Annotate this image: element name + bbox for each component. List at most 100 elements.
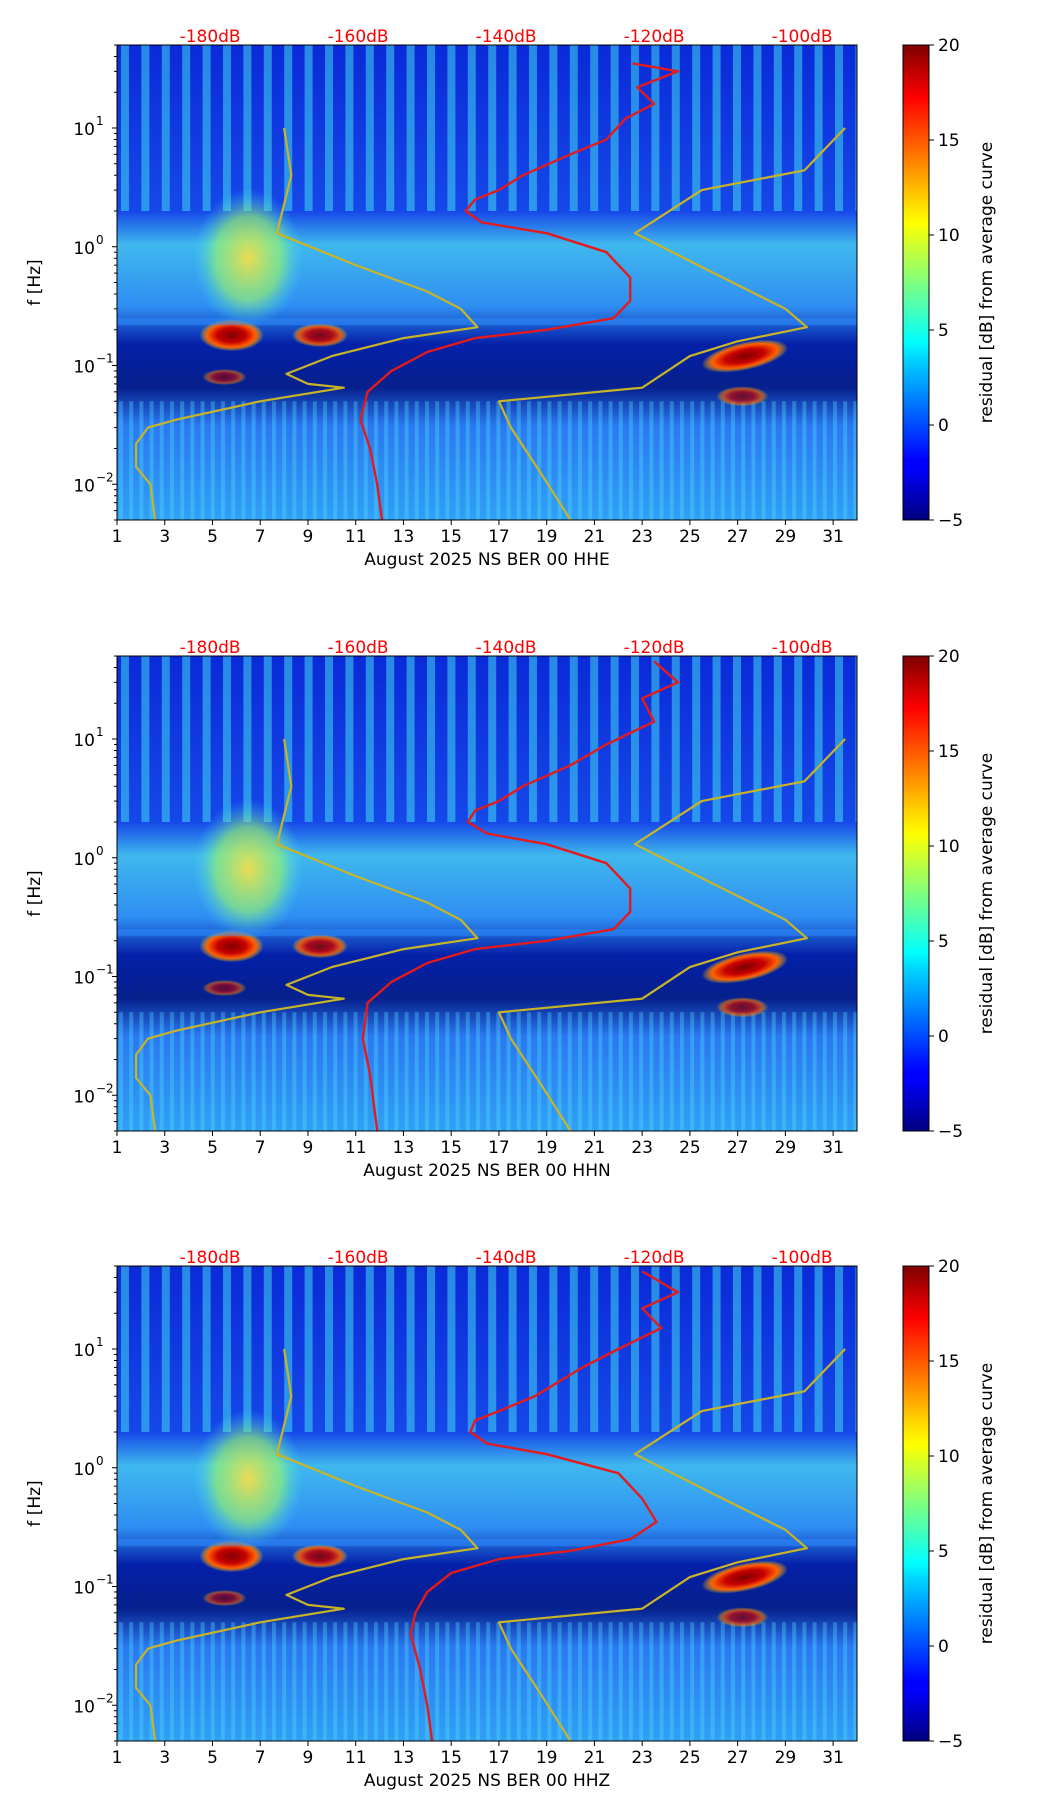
colorbar-label: residual [dB] from average curve — [977, 1363, 997, 1644]
daily-stripes-high — [117, 656, 857, 823]
y-tick-label: 10 — [73, 1579, 95, 1599]
x-tick-label: 23 — [631, 1138, 653, 1158]
microseism-band — [117, 1539, 857, 1547]
storm-energy-blob — [193, 799, 304, 940]
y-tick-label: 10 — [73, 239, 95, 259]
x-tick-label: 25 — [679, 527, 701, 547]
y-tick-exponent: −1 — [96, 963, 114, 977]
daily-stripes-low — [117, 1622, 857, 1741]
storm-peak-5 — [716, 997, 769, 1018]
x-tick-label: 5 — [207, 1748, 218, 1768]
x-tick-label: 29 — [775, 527, 797, 547]
x-tick-label: 27 — [727, 527, 749, 547]
y-axis-label: f [Hz] — [25, 870, 45, 916]
storm-peak-4 — [701, 950, 788, 984]
y-tick-label: 10 — [73, 969, 95, 989]
storm-peak-3 — [202, 369, 247, 386]
y-tick-exponent: 1 — [96, 1335, 104, 1349]
x-tick-label: 29 — [775, 1748, 797, 1768]
x-axis-label: August 2025 NS BER 00 HHN — [363, 1161, 610, 1181]
storm-peak-1 — [199, 319, 264, 352]
x-tick-label: 19 — [536, 527, 558, 547]
x-tick-label: 17 — [488, 527, 510, 547]
noise-model-curve — [135, 738, 479, 1131]
y-axis-label: f [Hz] — [25, 259, 45, 305]
x-tick-label: 5 — [207, 1138, 218, 1158]
storm-peak-1 — [199, 1540, 264, 1573]
colorbar-tick-label: 10 — [938, 837, 960, 857]
y-tick-exponent: 0 — [96, 233, 104, 247]
x-tick-label: 1 — [112, 1138, 123, 1158]
colorbar-gradient — [902, 655, 930, 1132]
top-db-label: -180dB — [180, 1248, 241, 1268]
y-tick-exponent: −1 — [96, 1573, 114, 1587]
x-tick-label: 1 — [112, 1748, 123, 1768]
storm-peak-2 — [291, 1544, 348, 1569]
colorbar-tick-label: 10 — [938, 1447, 960, 1467]
storm-peak-2 — [291, 934, 348, 959]
x-tick-label: 23 — [631, 527, 653, 547]
x-tick-label: 9 — [303, 1138, 314, 1158]
y-tick-exponent: 1 — [96, 114, 104, 128]
y-tick-label: 10 — [73, 731, 95, 751]
noise-model-curve — [135, 127, 479, 520]
colorbar-tick-label: 20 — [938, 647, 960, 667]
top-db-label: -120dB — [624, 27, 685, 47]
colorbar-tick-label: 15 — [938, 131, 960, 151]
x-tick-label: 17 — [488, 1748, 510, 1768]
microseism-band — [117, 929, 857, 937]
mean-psd-curve — [409, 1270, 680, 1741]
x-tick-label: 7 — [255, 1138, 266, 1158]
storm-peak-5 — [716, 1607, 769, 1628]
storm-energy-blob — [193, 1409, 304, 1550]
y-axis-label: f [Hz] — [25, 1480, 45, 1526]
x-tick-label: 25 — [679, 1748, 701, 1768]
y-tick-label: 10 — [73, 358, 95, 378]
colorbar-label: residual [dB] from average curve — [977, 753, 997, 1034]
y-tick-exponent: 1 — [96, 725, 104, 739]
storm-peak-3 — [202, 1590, 247, 1607]
storm-peak-2 — [291, 323, 348, 348]
colorbar-label: residual [dB] from average curve — [977, 142, 997, 423]
y-tick-exponent: −2 — [96, 1691, 114, 1705]
x-tick-label: 13 — [393, 1748, 415, 1768]
y-tick-label: 10 — [73, 120, 95, 140]
top-db-label: -180dB — [180, 638, 241, 658]
x-tick-label: 15 — [440, 527, 462, 547]
y-tick-label: 10 — [73, 476, 95, 496]
x-tick-label: 21 — [584, 1138, 606, 1158]
y-tick-exponent: 0 — [96, 1454, 104, 1468]
x-tick-label: 19 — [536, 1138, 558, 1158]
x-tick-label: 3 — [159, 1748, 170, 1768]
y-tick-exponent: 0 — [96, 844, 104, 858]
mean-psd-curve — [361, 660, 680, 1131]
spectrogram-image — [117, 1266, 857, 1741]
y-tick-label: 10 — [73, 1341, 95, 1361]
y-tick-label: 10 — [73, 1697, 95, 1717]
top-db-label: -100dB — [772, 27, 833, 47]
top-db-label: -120dB — [624, 1248, 685, 1268]
x-tick-label: 3 — [159, 1138, 170, 1158]
y-tick-exponent: −2 — [96, 470, 114, 484]
noise-model-curve — [497, 127, 846, 520]
colorbar-tick-label: 20 — [938, 36, 960, 56]
microseism-band — [117, 318, 857, 326]
x-tick-label: 31 — [822, 527, 844, 547]
colorbar-tick-label: 0 — [938, 1027, 949, 1047]
x-axis-label: August 2025 NS BER 00 HHE — [364, 550, 609, 570]
daily-stripes-high — [117, 45, 857, 212]
top-db-label: -120dB — [624, 638, 685, 658]
x-axis-label: August 2025 NS BER 00 HHZ — [364, 1771, 610, 1791]
storm-peak-5 — [716, 386, 769, 407]
mean-psd-curve — [359, 62, 680, 520]
x-tick-label: 25 — [679, 1138, 701, 1158]
x-tick-label: 9 — [303, 527, 314, 547]
top-db-label: -180dB — [180, 27, 241, 47]
x-tick-label: 29 — [775, 1138, 797, 1158]
daily-stripes-low — [117, 1012, 857, 1131]
spectrogram-image — [117, 656, 857, 1131]
x-tick-label: 31 — [822, 1748, 844, 1768]
